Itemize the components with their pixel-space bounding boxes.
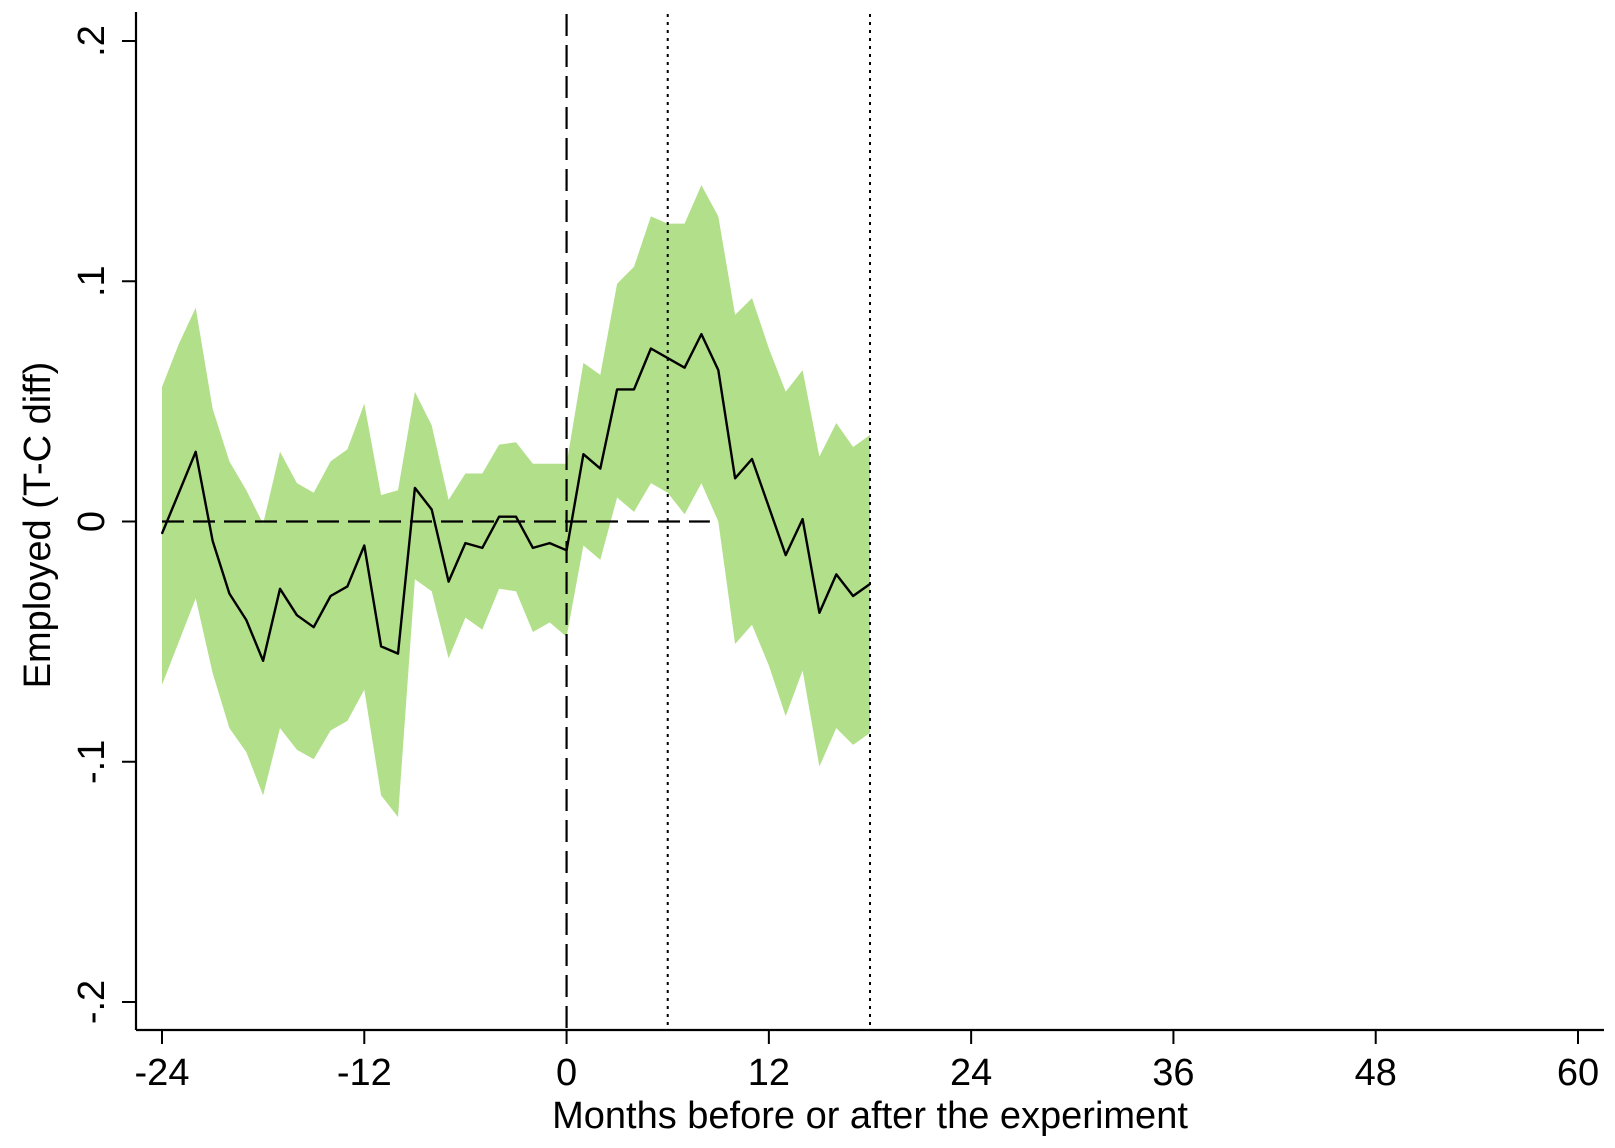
data-point xyxy=(717,369,720,371)
data-point xyxy=(329,595,332,597)
data-point xyxy=(633,388,635,391)
data-point xyxy=(818,612,821,614)
data-point xyxy=(430,508,433,511)
data-point xyxy=(734,477,736,480)
data-point xyxy=(161,532,163,535)
data-point xyxy=(683,366,686,369)
data-point xyxy=(666,357,669,359)
y-tick-label: -.1 xyxy=(71,740,113,784)
x-tick-label: 48 xyxy=(1355,1052,1397,1094)
data-point xyxy=(498,515,500,518)
confidence-band-layer xyxy=(162,185,870,818)
data-point xyxy=(262,660,264,662)
data-point xyxy=(548,542,551,544)
reference-lines-layer xyxy=(162,14,871,1030)
x-tick-label: -12 xyxy=(337,1052,392,1094)
data-point xyxy=(650,347,652,350)
estimate-line-layer xyxy=(160,332,871,662)
y-tick-label: 0 xyxy=(71,511,113,532)
data-point xyxy=(228,592,231,595)
data-point xyxy=(363,544,366,547)
data-point xyxy=(346,585,349,588)
y-tick-label: -.2 xyxy=(71,980,113,1024)
data-point xyxy=(380,645,382,648)
ticks-layer: -24 -12 0 12 24 36 48 60 -.2 -.1 0 .1 .2 xyxy=(71,25,1599,1094)
data-point xyxy=(599,467,602,470)
x-tick-label: -24 xyxy=(135,1052,190,1094)
x-tick-label: 24 xyxy=(950,1052,992,1094)
data-point xyxy=(245,619,248,621)
data-point xyxy=(414,487,416,489)
data-point xyxy=(565,549,568,552)
data-point xyxy=(616,388,618,391)
data-point xyxy=(279,588,281,590)
data-point xyxy=(312,626,315,628)
data-point xyxy=(447,580,450,583)
x-tick-label: 12 xyxy=(748,1052,790,1094)
y-tick-label: .2 xyxy=(71,25,113,57)
data-point xyxy=(464,542,467,544)
x-axis-title: Months before or after the experiment xyxy=(552,1095,1188,1137)
x-tick-label: 60 xyxy=(1557,1052,1599,1094)
data-point xyxy=(481,547,484,549)
data-point xyxy=(178,491,180,494)
data-point xyxy=(768,506,770,508)
data-point xyxy=(532,547,534,549)
data-point xyxy=(784,554,787,556)
data-point xyxy=(801,518,804,520)
data-point xyxy=(582,453,585,456)
data-point xyxy=(700,333,703,335)
confidence-band xyxy=(162,185,870,818)
data-point xyxy=(869,583,871,585)
data-point xyxy=(296,614,298,616)
data-point xyxy=(211,539,214,542)
y-tick-label: .1 xyxy=(71,265,113,297)
data-point xyxy=(835,573,838,576)
data-point xyxy=(751,458,753,460)
data-point xyxy=(397,652,399,655)
data-point xyxy=(515,515,517,518)
x-tick-label: 0 xyxy=(556,1052,577,1094)
data-point xyxy=(852,595,854,597)
data-point xyxy=(194,451,197,453)
y-axis-title: Employed (T-C diff) xyxy=(17,362,59,689)
x-tick-label: 36 xyxy=(1152,1052,1194,1094)
